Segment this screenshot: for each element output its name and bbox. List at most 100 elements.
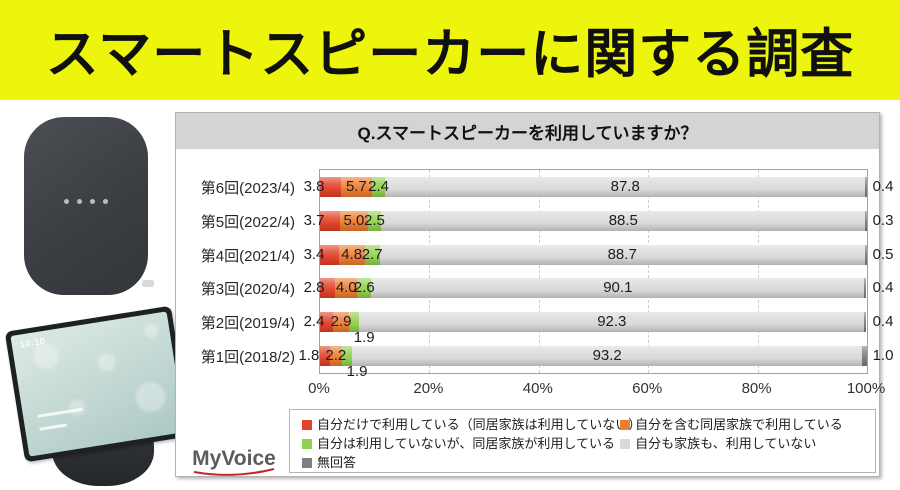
legend-swatch — [302, 439, 312, 449]
value-label: 2.8 — [303, 279, 325, 297]
grid-line — [648, 170, 650, 373]
bar-segment-1 — [320, 176, 341, 197]
axis-tick-label: 40% — [522, 380, 553, 397]
myvoice-logo: MyVoice — [184, 447, 284, 477]
title-banner: スマートスピーカーに関する調査 — [0, 0, 900, 100]
category-label: 第1回(2018/2) — [200, 349, 295, 367]
bar-segment-4 — [352, 346, 863, 367]
value-label: 88.5 — [608, 211, 638, 229]
bar-segment-3 — [341, 346, 353, 367]
legend-item: 無回答 — [302, 455, 620, 473]
bar-segment-2 — [333, 312, 349, 333]
speaker-cable — [142, 280, 154, 287]
speaker-led-dots — [24, 198, 148, 204]
grid-line — [757, 170, 759, 373]
bar-row — [320, 278, 867, 299]
bar-segment-2 — [338, 244, 365, 265]
axis-tick-label: 0% — [308, 380, 330, 397]
bar-segment-1 — [320, 346, 330, 367]
value-label: 1.0 — [872, 347, 894, 365]
logo-text: MyVoice — [192, 447, 276, 470]
page-title: スマートスピーカーに関する調査 — [45, 25, 855, 84]
value-label: 92.3 — [597, 313, 627, 331]
bar-segment-2 — [335, 278, 358, 299]
plot-area: 3.8 5.7 2.4 87.8 0.4 3.7 5.0 2.5 88.5 0.3 3.4 4.8 2.… — [298, 169, 893, 380]
bar-segment-4 — [359, 312, 865, 333]
bar-segment-4 — [381, 210, 866, 231]
value-label: 0.4 — [872, 313, 894, 331]
value-label: 2.4 — [368, 177, 389, 195]
value-label: 5.7 — [345, 177, 367, 195]
value-label: 0.4 — [872, 177, 894, 195]
value-label: 2.6 — [353, 279, 375, 297]
bar-segment-2 — [340, 176, 372, 197]
bar-segment-4 — [385, 176, 866, 197]
bar-segment-3 — [367, 210, 382, 231]
bar-segment-3 — [364, 244, 380, 265]
bar-segment-5 — [865, 176, 867, 197]
chart-legend: 自分だけで利用している（同居家族は利用していない） 自分を含む同居家族で利用してい… — [289, 409, 876, 473]
value-label: 1.9 — [353, 329, 375, 347]
value-label: 2.5 — [363, 211, 385, 229]
bar-segment-4 — [379, 244, 865, 265]
bar-segment-1 — [320, 312, 334, 333]
logo-underline-swoosh — [193, 468, 275, 476]
value-label: 1.8 — [298, 347, 320, 365]
value-label: 4.0 — [335, 279, 357, 297]
value-label: 2.2 — [325, 347, 347, 365]
bar-segment-5 — [864, 312, 867, 333]
value-label: 1.9 — [346, 363, 368, 381]
chart-area: 3.8 5.7 2.4 87.8 0.4 3.7 5.0 2.5 88.5 0.3 3.4 4.8 2.… — [176, 149, 893, 399]
bar-row — [320, 210, 867, 231]
value-label: 4.8 — [341, 245, 363, 263]
bar-segment-1 — [320, 244, 339, 265]
category-label: 第4回(2021/4) — [200, 247, 295, 265]
value-label: 5.0 — [343, 211, 365, 229]
value-label: 2.4 — [303, 313, 325, 331]
value-label: 90.1 — [603, 279, 633, 297]
smart-display-image: 10:10 — [0, 305, 192, 490]
bar-segment-5 — [865, 210, 867, 231]
value-label: 88.7 — [607, 245, 637, 263]
grid-line — [429, 170, 431, 373]
category-label: 第3回(2020/4) — [200, 281, 295, 299]
smart-display-glass: 10:10 — [10, 311, 186, 457]
legend-swatch — [620, 439, 631, 449]
legend-label: 自分だけで利用している（同居家族は利用していない） — [317, 417, 642, 432]
bar-segment-5 — [864, 244, 867, 265]
legend-swatch — [302, 420, 312, 430]
bar-segment-1 — [320, 210, 341, 231]
axis-tick-label: 20% — [413, 380, 444, 397]
chart-panel: Q.スマートスピーカーを利用していますか？ 3.8 5.7 2.4 87.8 0.4 3.… — [175, 112, 893, 477]
value-label: 87.8 — [610, 177, 640, 195]
value-label: 0.5 — [872, 245, 894, 263]
category-label: 第2回(2019/4) — [200, 315, 295, 333]
bar-segment-2 — [329, 346, 342, 367]
bar-segment-4 — [371, 278, 865, 299]
bar-segment-5 — [862, 346, 867, 367]
bar-segment-2 — [340, 210, 368, 231]
grid-line — [538, 170, 540, 373]
bar-row — [320, 244, 867, 265]
chart-question-header: Q.スマートスピーカーを利用していますか？ — [176, 113, 879, 149]
device-photos: 10:10 — [0, 100, 192, 490]
bar-segment-5 — [864, 278, 867, 299]
legend-item: 自分も家族も、利用していない — [620, 436, 865, 454]
value-label: 0.3 — [872, 211, 894, 229]
value-label: 3.7 — [303, 211, 325, 229]
smart-display-screen: 10:10 — [4, 305, 192, 463]
bar-row — [320, 176, 867, 197]
value-label: 93.2 — [592, 347, 622, 365]
value-label: 2.7 — [361, 245, 383, 263]
legend-item: 自分を含む同居家族で利用している — [620, 417, 865, 435]
value-label: 0.4 — [872, 279, 894, 297]
category-label: 第6回(2023/4) — [200, 179, 295, 197]
chart-title: Q.スマートスピーカーを利用していますか？ — [357, 123, 698, 143]
axis-tick-label: 60% — [632, 380, 663, 397]
bar-segment-3 — [357, 278, 372, 299]
value-label: 3.8 — [303, 177, 325, 195]
bar-row — [320, 312, 867, 333]
value-label: 2.9 — [330, 313, 352, 331]
axis-tick-label: 80% — [741, 380, 772, 397]
